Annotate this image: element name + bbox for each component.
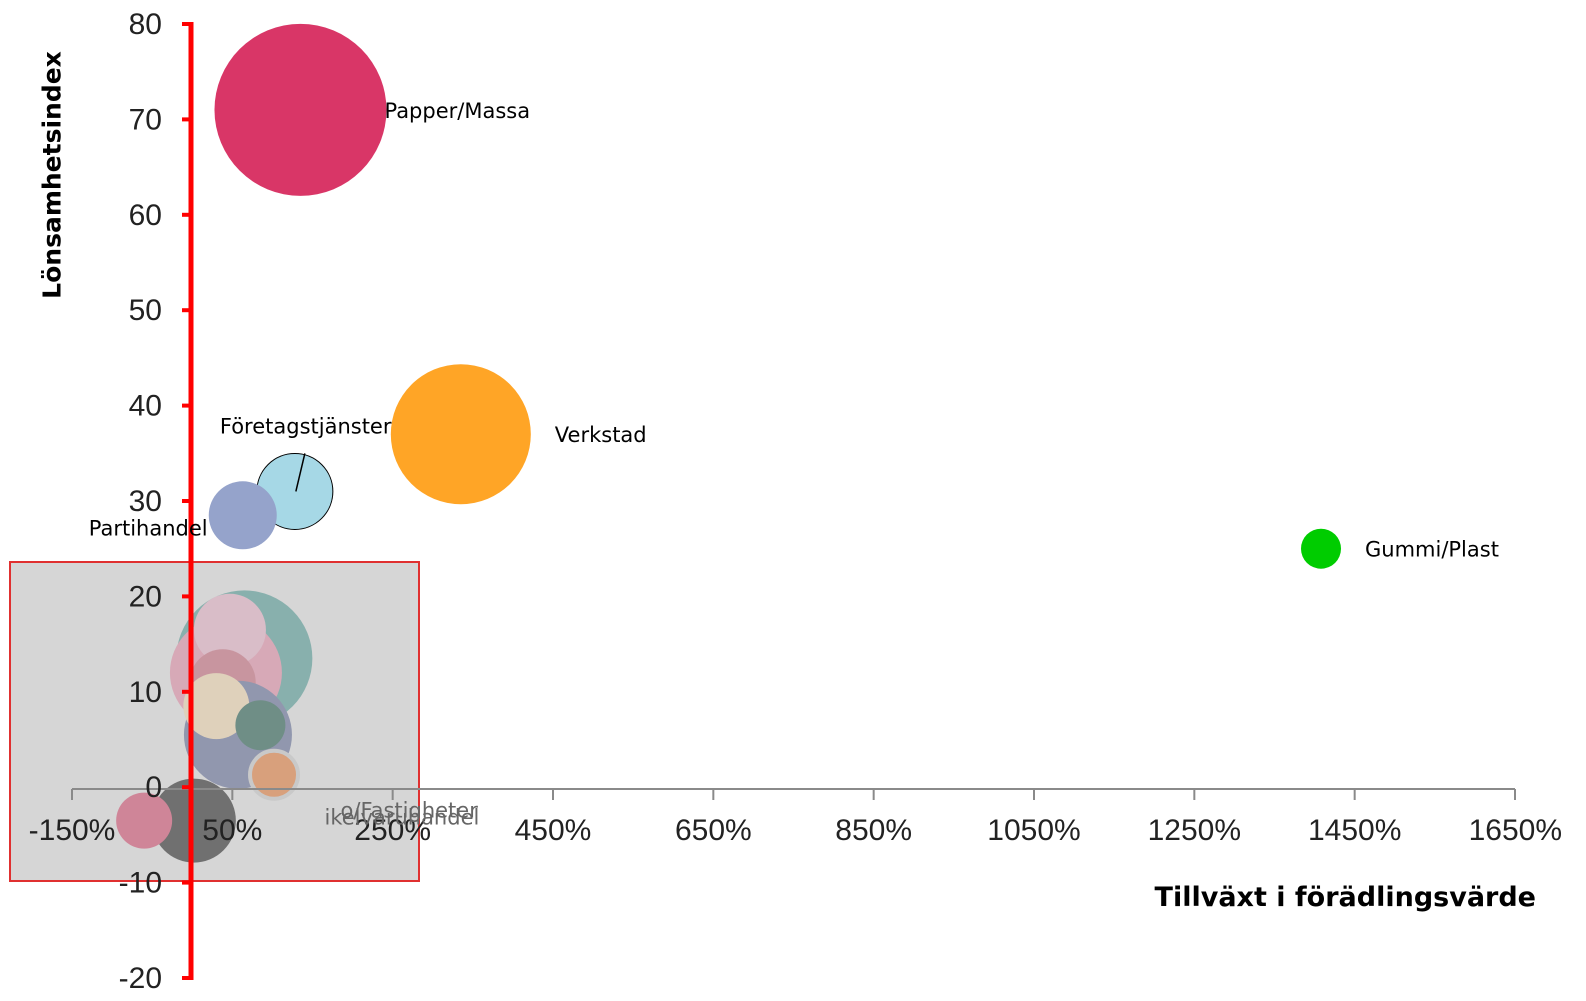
x-tick-label: 1450%: [1308, 814, 1401, 847]
x-axis-ticks: -150% 50% 250% 450% 650% 850% 1050% 1250% 1450% 1…: [29, 789, 1562, 847]
x-tick-label: 1650%: [1469, 814, 1562, 847]
y-tick-label: 10: [129, 676, 162, 709]
bubble-label: Gummi/Plast: [1365, 538, 1499, 562]
x-tick-label: -150%: [29, 814, 116, 847]
bubble-label: Partihandel: [89, 516, 208, 540]
y-tick-label: 30: [129, 485, 162, 518]
y-tick-label: 50: [129, 294, 162, 327]
y-tick-label: -20: [119, 962, 162, 995]
x-tick-label: 50%: [202, 814, 262, 847]
bubble-label: Verkstad: [555, 423, 647, 447]
y-tick-label: 40: [129, 390, 162, 423]
y-axis-ticks: 80 70 60 50 40 30 20 10 0 -10 -20: [119, 8, 191, 995]
bubble-unlabeled-12: [248, 748, 301, 801]
y-axis-title: Lönsamhetsindex: [37, 51, 67, 299]
bubble-unlabeled-10: [183, 673, 250, 740]
x-tick-label: 1250%: [1148, 814, 1241, 847]
leader-line: [295, 453, 306, 492]
y-tick-label: 0: [145, 771, 162, 804]
x-tick-label: 450%: [515, 814, 592, 847]
y-tick-label: 60: [129, 199, 162, 232]
bubble-layer: [116, 23, 1341, 863]
y-tick-label: 80: [129, 8, 162, 41]
x-axis-title: Tillväxt i förädlingsvärde: [1154, 882, 1536, 913]
x-tick-label: 650%: [675, 814, 752, 847]
y-tick-label: 20: [129, 580, 162, 613]
bubble-papper-massa: [214, 23, 387, 196]
bubble-unlabeled-11: [235, 700, 286, 751]
x-tick-label: 1050%: [987, 814, 1080, 847]
bubble-label-layer: Papper/Massa Verkstad Gummi/Plast Företagst…: [89, 99, 1499, 830]
bubble-verkstad: [390, 364, 531, 505]
bubble-label: Papper/Massa: [384, 99, 530, 123]
x-tick-label: 250%: [354, 814, 431, 847]
overlapping-bubble-label: ikelvaruhandel: [325, 805, 480, 829]
x-tick-label: 850%: [835, 814, 912, 847]
y-tick-label: 70: [129, 103, 162, 136]
bubble-unlabeled-14: [116, 792, 173, 849]
bubble-unlabeled-13: [151, 778, 236, 863]
overlapping-bubble-label: o/Fastigheter: [341, 799, 479, 823]
bubble-gummi-plast: [1300, 528, 1341, 569]
y-tick-label: -10: [119, 867, 162, 900]
bubble-partihandel: [208, 481, 277, 550]
bubble-unlabeled-7: [193, 593, 266, 666]
bubble-label: Företagstjänster: [220, 414, 392, 438]
